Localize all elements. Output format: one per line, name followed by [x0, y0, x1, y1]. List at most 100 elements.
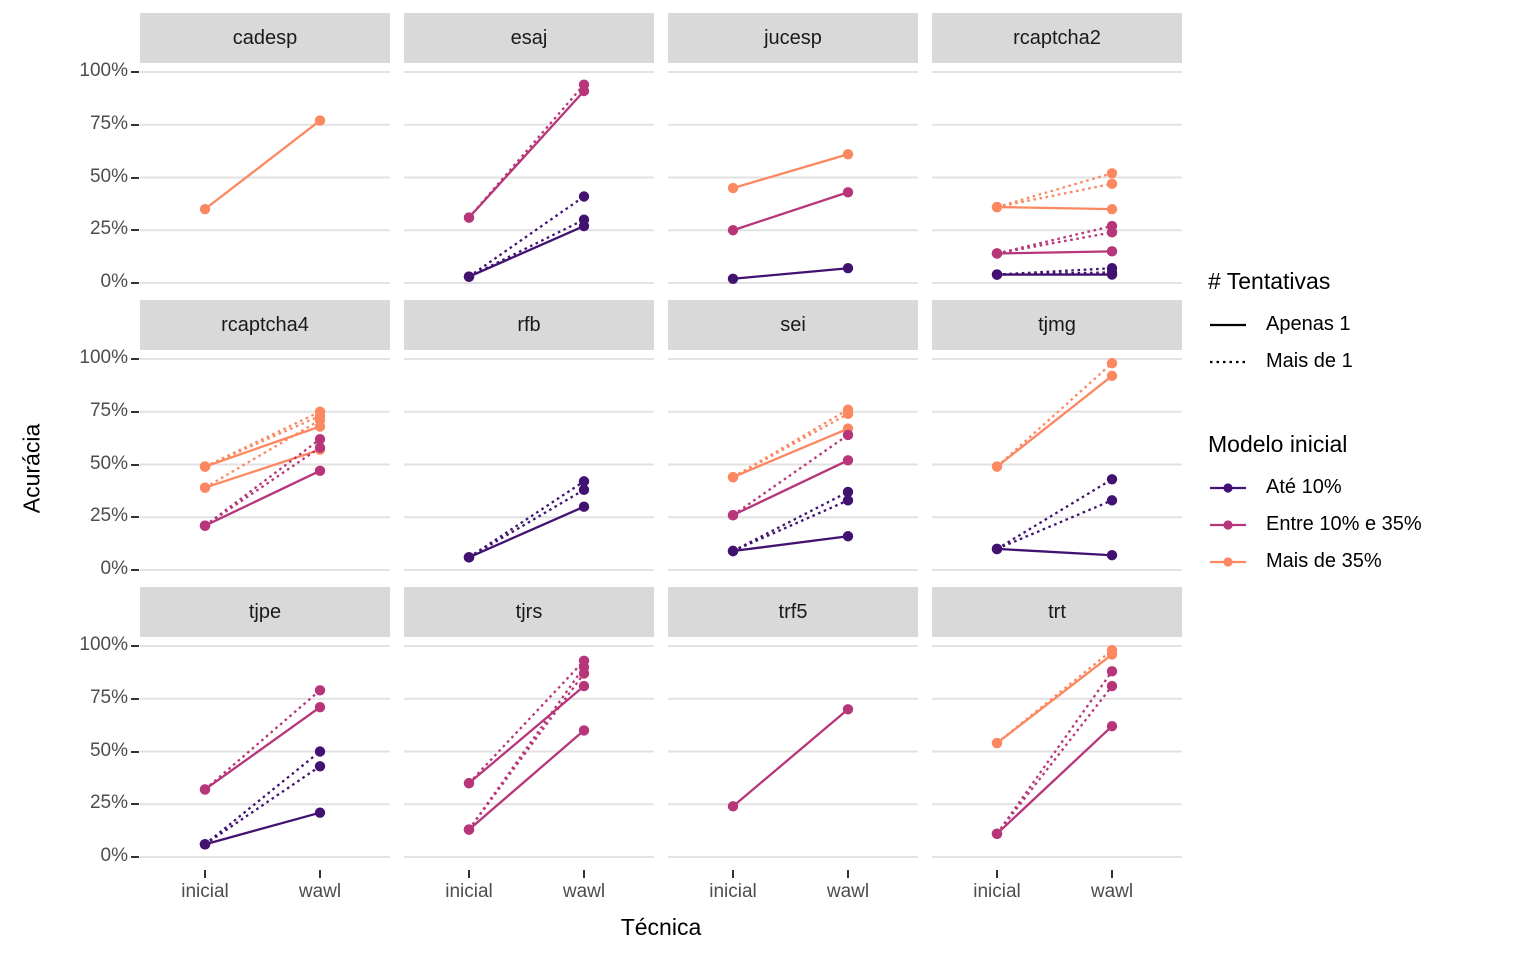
legend-modelo-title: Modelo inicial [1208, 431, 1348, 457]
colored-line-dot-key-icon [1208, 477, 1248, 499]
data-point [314, 761, 326, 772]
legend-item-mais-de-1: Mais de 1 [1208, 350, 1422, 373]
y-tick-label: 100% [79, 347, 128, 368]
y-tick-mark [131, 569, 139, 572]
series-line [996, 670, 1113, 835]
series-line [732, 267, 849, 280]
data-point [314, 807, 326, 818]
x-tick-label: wawl [826, 881, 870, 902]
data-point [1106, 550, 1118, 561]
series-line [732, 427, 849, 479]
facet-strip-cadesp: cadesp [140, 13, 390, 63]
legend-modelo-items: Até 10% Entre 10% e 35% Mais de 35% [1208, 476, 1422, 587]
series-line [996, 685, 1113, 835]
facet-panel-trf5 [668, 645, 918, 858]
y-tick-mark [131, 71, 139, 74]
y-tick-mark [131, 282, 139, 285]
data-point [578, 680, 590, 692]
data-point [578, 501, 590, 512]
data-point [199, 520, 211, 531]
y-tick-mark [131, 516, 139, 519]
x-tick-mark [204, 870, 207, 878]
data-point [727, 801, 739, 812]
data-point [991, 201, 1003, 213]
y-tick-label: 0% [100, 845, 128, 866]
data-point [842, 149, 854, 160]
data-point [842, 408, 854, 420]
data-point [727, 509, 739, 521]
data-point [314, 465, 326, 477]
series-line [996, 182, 1113, 209]
series-line [996, 362, 1113, 468]
data-point [578, 476, 590, 487]
data-point [463, 271, 475, 282]
data-point [842, 704, 854, 715]
x-tick-mark [847, 870, 850, 878]
data-point [578, 85, 590, 97]
series-line [204, 438, 321, 527]
facet-panel-rcaptcha2 [932, 71, 1182, 284]
series-line [996, 499, 1113, 550]
x-tick-label: wawl [1090, 881, 1134, 902]
x-tick-label: wawl [298, 881, 342, 902]
data-point [727, 225, 739, 236]
series-line [996, 547, 1113, 557]
data-point [1106, 178, 1118, 190]
data-point [991, 828, 1003, 839]
facet-panel-tjmg [932, 358, 1182, 571]
data-point [727, 273, 739, 284]
data-point [463, 777, 475, 789]
data-point [842, 495, 854, 506]
data-point [842, 187, 854, 198]
series-line [468, 224, 585, 278]
legend-spacer [1208, 387, 1422, 431]
data-point [578, 191, 590, 202]
series-line [996, 250, 1113, 255]
facet-strip-esaj: esaj [404, 13, 654, 63]
solid-line-key-icon [1208, 314, 1248, 336]
y-tick-label: 25% [89, 792, 128, 814]
data-point [842, 455, 854, 466]
data-point [199, 482, 211, 493]
data-point [314, 746, 326, 757]
data-point [578, 668, 590, 679]
x-tick-label: inicial [181, 881, 229, 902]
y-tick-label: 0% [100, 271, 128, 292]
legend-label: Até 10% [1266, 476, 1342, 498]
y-tick-mark [131, 856, 139, 859]
y-tick-mark [131, 645, 139, 648]
data-point [314, 685, 326, 696]
data-point [842, 531, 854, 542]
series-line [468, 729, 585, 831]
facet-panel-sei [668, 358, 918, 571]
facet-panel-rfb [404, 358, 654, 571]
y-tick-label: 50% [89, 165, 128, 187]
data-point [463, 212, 475, 223]
facet-panel-jucesp [668, 71, 918, 284]
data-point [1106, 666, 1118, 677]
series-line [204, 765, 321, 846]
facet-strip-tjpe: tjpe [140, 587, 390, 637]
data-point [1106, 370, 1118, 382]
data-point [578, 725, 590, 736]
data-point [727, 545, 739, 557]
data-point [991, 543, 1003, 555]
data-point [1106, 474, 1118, 485]
data-point [199, 839, 211, 850]
facet-panel-rcaptcha4 [140, 358, 390, 571]
colored-line-dot-key-icon [1208, 551, 1248, 573]
y-tick-label: 50% [89, 739, 128, 761]
series-line [468, 488, 585, 559]
series-line [468, 90, 585, 219]
dotted-line-key-icon [1208, 351, 1248, 373]
data-point [578, 484, 590, 496]
data-point [1106, 495, 1118, 506]
y-tick-mark [131, 463, 139, 466]
facet-strip-tjmg: tjmg [932, 300, 1182, 350]
series-line [204, 425, 321, 468]
data-point [991, 737, 1003, 749]
series-line [468, 218, 585, 278]
data-point [463, 552, 475, 563]
series-line [732, 191, 849, 232]
series-line [732, 153, 849, 190]
